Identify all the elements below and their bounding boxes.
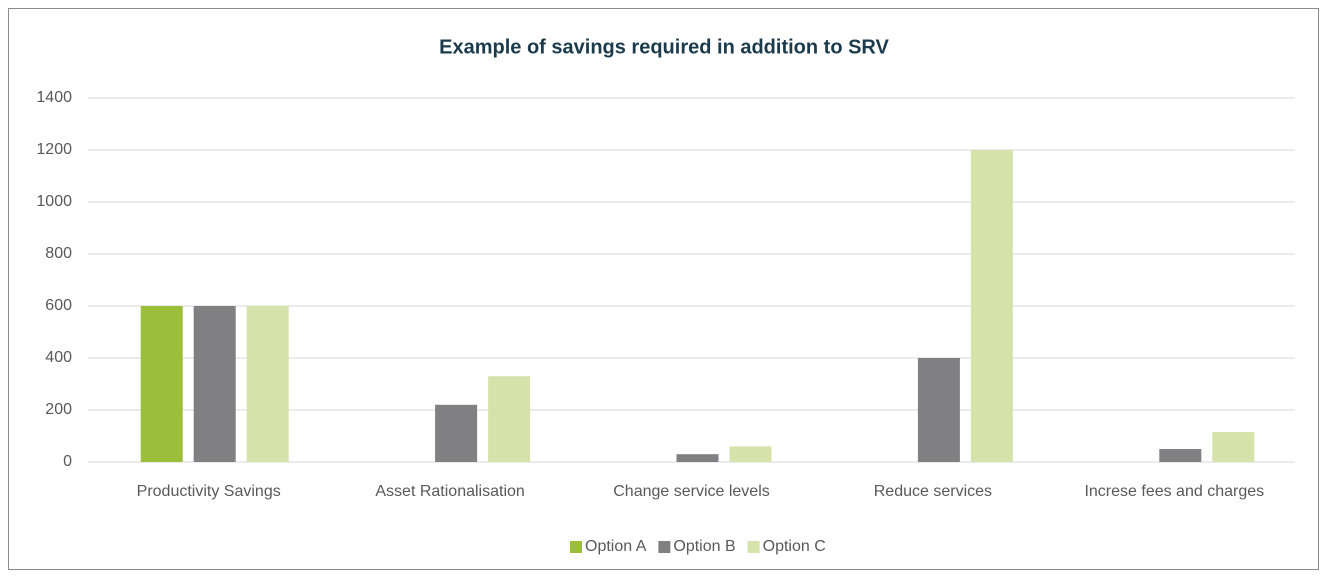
bar: [729, 446, 772, 462]
legend-swatch: [570, 541, 582, 553]
y-tick-label: 800: [45, 245, 72, 262]
y-tick-label: 600: [45, 297, 72, 314]
y-tick-label: 1000: [36, 193, 72, 210]
legend-swatch: [747, 541, 760, 553]
bar: [970, 150, 1013, 462]
y-tick-label: 400: [45, 349, 72, 366]
y-tick-label: 0: [63, 453, 72, 470]
bar: [435, 404, 478, 462]
bar: [488, 376, 531, 462]
legend-label: Option B: [673, 538, 735, 555]
y-tick-label: 1400: [36, 89, 72, 106]
bar: [1159, 449, 1202, 462]
y-tick-label: 1200: [36, 141, 72, 158]
y-tick-label: 200: [45, 401, 72, 418]
x-tick-label: Reduce services: [874, 483, 992, 500]
bar: [676, 454, 719, 462]
legend-label: Option A: [585, 538, 647, 555]
bar: [140, 306, 183, 462]
legend-swatch: [658, 541, 671, 553]
legend-label: Option C: [763, 538, 826, 555]
bar: [193, 306, 236, 462]
x-tick-label: Productivity Savings: [137, 483, 281, 500]
bar: [246, 306, 289, 462]
bar: [1212, 432, 1255, 462]
x-tick-label: Asset Rationalisation: [375, 483, 524, 500]
bar: [917, 358, 960, 462]
x-tick-label: Increse fees and charges: [1084, 483, 1264, 500]
x-tick-label: Change service levels: [613, 483, 770, 500]
chart-title: Example of savings required in addition …: [439, 36, 889, 58]
chart-frame: [8, 8, 1319, 570]
